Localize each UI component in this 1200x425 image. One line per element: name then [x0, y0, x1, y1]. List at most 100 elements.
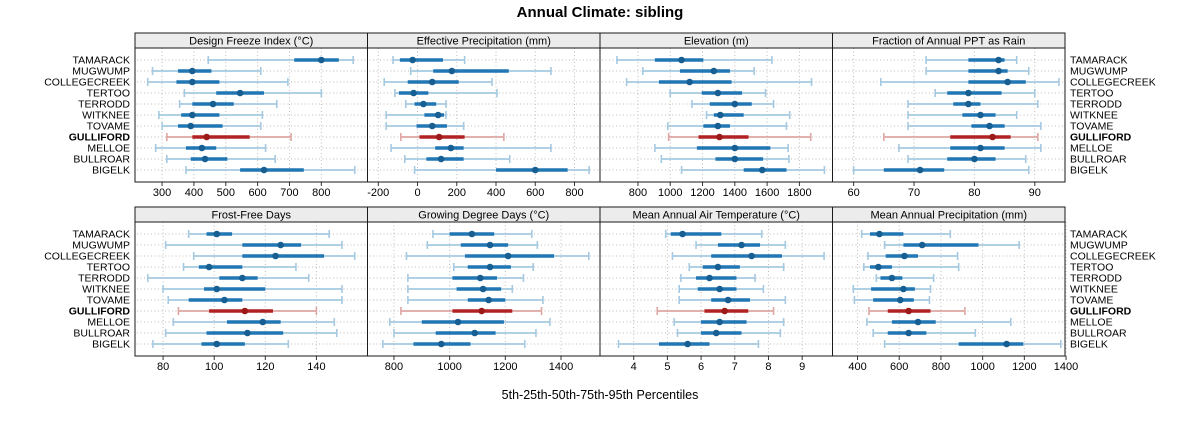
median-dot [986, 122, 993, 130]
axis-tick-label: 800 [385, 361, 403, 373]
median-dot [428, 122, 436, 130]
median-dot [318, 56, 325, 64]
site-label-right: BULLROAR [1070, 328, 1127, 340]
axis-tick-label: 120 [256, 361, 274, 373]
axis-tick-label: 80 [157, 361, 169, 373]
median-dot [447, 144, 455, 152]
site-label-left: COLLEGECREEK [44, 77, 130, 89]
site-label-right: MUGWUMP [1070, 240, 1128, 252]
axis-tick-label: 5 [664, 361, 670, 373]
median-dot [706, 274, 713, 282]
strip-title: Effective Precipitation (mm) [417, 35, 551, 47]
median-dot [203, 133, 210, 141]
site-label-right: BIGELK [1070, 339, 1108, 351]
site-label-left: MELLOE [87, 143, 130, 155]
median-dot [901, 252, 908, 260]
page-title: Annual Climate: sibling [516, 4, 684, 21]
site-label-left: TAMARACK [72, 55, 130, 67]
median-dot [201, 155, 209, 163]
median-dot [272, 252, 279, 260]
median-dot [213, 230, 221, 238]
median-dot [259, 318, 267, 326]
median-dot [189, 111, 196, 119]
median-dot [205, 263, 213, 271]
median-dot [478, 307, 485, 315]
axis-tick-label: 1600 [755, 187, 779, 199]
axis-tick-label: 1200 [493, 361, 517, 373]
axis-caption: 5th-25th-50th-75th-95th Percentiles [501, 388, 699, 402]
median-dot [428, 78, 436, 86]
site-label-left: TOVAME [87, 121, 130, 133]
median-dot [454, 318, 462, 326]
axis-tick-label: 1400 [1054, 361, 1078, 373]
median-dot [410, 89, 417, 97]
median-dot [471, 329, 479, 337]
median-dot [710, 67, 718, 75]
site-label-right: MELLOE [1070, 317, 1113, 329]
median-dot [531, 166, 539, 174]
site-label-right: COLLEGECREEK [1070, 251, 1156, 263]
median-dot [241, 307, 249, 315]
site-label-left: BIGELK [92, 339, 130, 351]
median-dot [479, 285, 487, 293]
site-label-left: BULLROAR [73, 328, 130, 340]
median-dot [900, 285, 907, 293]
site-label-left: COLLEGECREEK [44, 251, 130, 263]
median-dot [716, 111, 724, 119]
axis-tick-label: 80 [968, 187, 980, 199]
axis-tick-label: 1800 [787, 187, 811, 199]
median-dot [916, 166, 924, 174]
panel-frame [832, 221, 1066, 357]
site-label-right: TOVAME [1070, 295, 1113, 307]
median-dot [716, 285, 723, 293]
median-dot [1003, 340, 1010, 348]
median-dot [486, 263, 494, 271]
axis-tick-label: 8 [765, 361, 771, 373]
axis-tick-label: 600 [890, 361, 908, 373]
panel-frame [832, 47, 1066, 183]
median-dot [198, 144, 206, 152]
strip-title: Mean Annual Air Temperature (°C) [633, 209, 800, 221]
median-dot [420, 100, 427, 108]
median-dot [244, 329, 251, 337]
axis-tick-label: 700 [280, 187, 298, 199]
site-label-left: TOVAME [87, 295, 130, 307]
site-label-right: GULLIFORD [1070, 132, 1132, 144]
median-dot [905, 307, 912, 315]
median-dot [712, 329, 720, 337]
median-dot [977, 111, 984, 119]
axis-tick-label: 140 [307, 361, 325, 373]
site-label-left: TERTOO [87, 262, 130, 274]
site-label-left: TAMARACK [72, 229, 130, 241]
axis-tick-label: 1200 [690, 187, 714, 199]
site-label-right: TERTOO [1070, 88, 1113, 100]
axis-tick-label: 1000 [658, 187, 682, 199]
strip-title: Frost-Free Days [212, 209, 292, 221]
site-label-left: MELLOE [87, 317, 130, 329]
site-label-right: TERTOO [1070, 262, 1113, 274]
site-label-left: TERRODD [78, 273, 130, 285]
median-dot [965, 100, 972, 108]
axis-tick-label: 400 [185, 187, 203, 199]
site-label-left: MUGWUMP [72, 66, 130, 78]
site-label-left: MUGWUMP [72, 240, 130, 252]
axis-tick-label: 60 [848, 187, 860, 199]
site-label-right: GULLIFORD [1070, 306, 1132, 318]
median-dot [918, 241, 926, 249]
median-dot [758, 166, 766, 174]
site-label-right: TERRODD [1070, 273, 1122, 285]
median-dot [1004, 78, 1011, 86]
median-dot [486, 241, 494, 249]
median-dot [731, 100, 739, 108]
median-dot [189, 78, 196, 86]
axis-tick-label: 100 [205, 361, 223, 373]
median-dot [876, 230, 883, 238]
median-dot [221, 296, 228, 304]
strip-title: Mean Annual Precipitation (mm) [870, 209, 1027, 221]
median-dot [875, 263, 882, 271]
median-dot [686, 78, 693, 86]
axis-tick-label: 9 [799, 361, 805, 373]
site-label-right: BULLROAR [1070, 154, 1127, 166]
site-label-right: MUGWUMP [1070, 66, 1128, 78]
